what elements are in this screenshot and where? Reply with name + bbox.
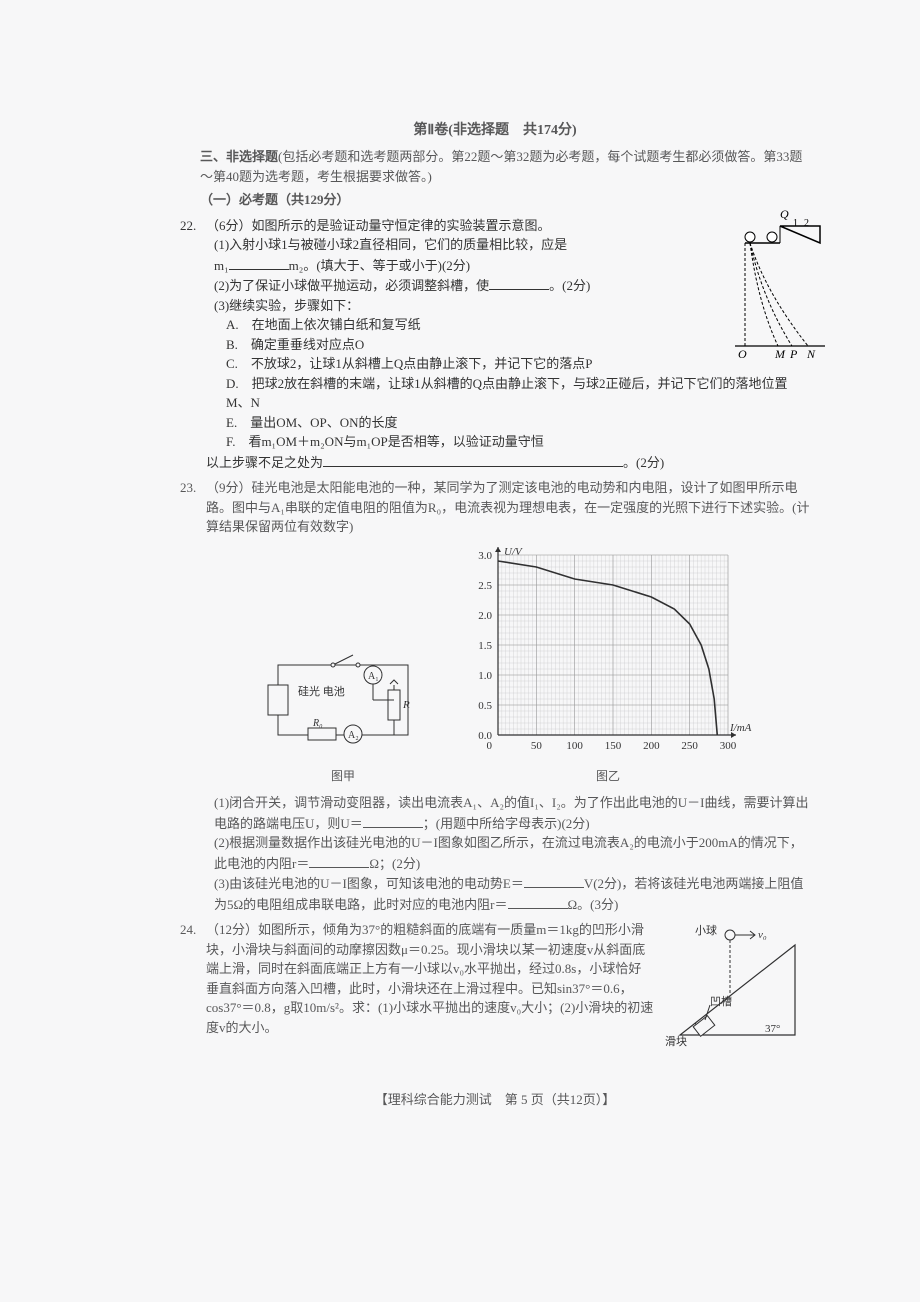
page-footer: 【理科综合能力测试 第 5 页（共12页）】	[180, 1090, 810, 1110]
svg-text:A₂: A₂	[348, 730, 359, 741]
question-24: 24. 37° 滑块 凹槽 v₀ 小球 （12分）如图所示，倾角为37°的粗糙斜…	[180, 920, 810, 1050]
q22-diagram: Q 1 2 O M P N	[680, 208, 830, 368]
svg-text:v₀: v₀	[758, 929, 767, 941]
q24-diagram: 37° 滑块 凹槽 v₀ 小球	[660, 920, 810, 1050]
q24-stem: 如图所示，倾角为37°的粗糙斜面的底端有一质量m＝1kg的凹形小滑块，小滑块与斜…	[206, 922, 653, 1035]
q24-points: （12分）	[206, 922, 258, 937]
section3-label: 三、非选择题	[200, 149, 278, 164]
q23-graph: 501001502002503000.00.51.01.52.02.53.00U…	[458, 545, 758, 786]
svg-text:凹槽: 凹槽	[710, 995, 732, 1008]
svg-text:滑块: 滑块	[665, 1035, 687, 1048]
svg-text:R: R	[402, 699, 410, 711]
q22-step-e: E. 量出OM、OP、ON的长度	[226, 413, 810, 433]
q22-step-d: D. 把球2放在斜槽的末端，让球1从斜槽的Q点由静止滚下，与球2正碰后，并记下它…	[226, 374, 810, 413]
q22-blank3	[323, 452, 623, 467]
q22-blank2	[489, 275, 549, 290]
svg-text:U/V: U/V	[504, 546, 523, 558]
q22-stem: 如图所示的是验证动量守恒定律的实验装置示意图。	[252, 218, 551, 233]
q23-p3: (3)由该硅光电池的U－I图象，可知该电池的电动势E＝V(2分)，若将该硅光电池…	[214, 873, 810, 914]
q23-caption2: 图乙	[458, 767, 758, 785]
svg-text:250: 250	[681, 740, 698, 752]
svg-text:Q: Q	[780, 208, 789, 221]
svg-text:37°: 37°	[765, 1023, 780, 1035]
q23-p1: (1)闭合开关，调节滑动变阻器，读出电流表A₁、A₂的值I₁、I₂。为了作出此电…	[214, 793, 810, 833]
q23-caption1: 图甲	[258, 767, 428, 785]
svg-text:2.5: 2.5	[478, 580, 492, 592]
svg-text:I/mA: I/mA	[729, 722, 752, 734]
q23-blank2	[309, 853, 369, 868]
svg-text:P: P	[789, 347, 798, 361]
q23-number: 23.	[180, 478, 206, 498]
q24-number: 24.	[180, 920, 206, 940]
svg-text:小球: 小球	[695, 923, 717, 937]
svg-text:150: 150	[605, 740, 622, 752]
svg-text:300: 300	[720, 740, 737, 752]
section3-intro-text: (包括必考题和选考题两部分。第22题～第32题为必考题，每个试题考生都必须做答。…	[200, 149, 802, 184]
section3-intro: 三、非选择题(包括必考题和选考题两部分。第22题～第32题为必考题，每个试题考生…	[200, 147, 810, 186]
q23-blank4	[508, 894, 568, 909]
q22-step-f: F. 看m₁OM＋m₂ON与m₁OP是否相等，以验证动量守恒	[226, 432, 810, 452]
question-22: 22. （6分）如图所示的是验证动量守恒定律的实验装置示意图。 Q 1 2 O …	[180, 216, 810, 473]
q23-p2: (2)根据测量数据作出该硅光电池的U－I图象如图乙所示，在流过电流表A₂的电流小…	[214, 833, 810, 873]
svg-text:1: 1	[793, 218, 798, 229]
q23-blank3	[524, 873, 584, 888]
question-23: 23. （9分）硅光电池是太阳能电池的一种，某同学为了测定该电池的电动势和内电阻…	[180, 478, 810, 914]
svg-text:1.5: 1.5	[478, 640, 492, 652]
svg-text:1.0: 1.0	[478, 670, 492, 682]
q22-number: 22.	[180, 216, 206, 236]
svg-text:2: 2	[804, 218, 809, 229]
q23-blank1	[363, 813, 423, 828]
q23-circuit: 硅光 电池 A₁ R R₀ A₂ 图甲	[258, 630, 428, 786]
svg-text:O: O	[738, 347, 747, 361]
q22-blank1	[229, 255, 289, 270]
svg-text:100: 100	[566, 740, 583, 752]
q23-stem: 硅光电池是太阳能电池的一种，某同学为了测定该电池的电动势和内电阻，设计了如图甲所…	[206, 480, 809, 534]
svg-text:50: 50	[531, 740, 543, 752]
svg-text:R₀: R₀	[312, 718, 323, 729]
q22-points: （6分）	[206, 218, 252, 233]
section2-header: 第Ⅱ卷(非选择题 共174分)	[180, 120, 810, 141]
q23-points: （9分）	[206, 480, 252, 495]
svg-text:硅光 电池: 硅光 电池	[298, 684, 345, 698]
q22-tail: 以上步骤不足之处为。(2分)	[206, 452, 810, 473]
svg-text:0: 0	[487, 740, 493, 752]
svg-text:2.0: 2.0	[478, 610, 492, 622]
section2-title: 第Ⅱ卷(非选择题 共174分)	[413, 123, 576, 138]
svg-text:M: M	[774, 347, 786, 361]
svg-text:N: N	[806, 347, 816, 361]
svg-text:3.0: 3.0	[478, 550, 492, 562]
svg-text:A₁: A₁	[368, 671, 379, 682]
svg-text:0.5: 0.5	[478, 700, 492, 712]
svg-text:200: 200	[643, 740, 660, 752]
